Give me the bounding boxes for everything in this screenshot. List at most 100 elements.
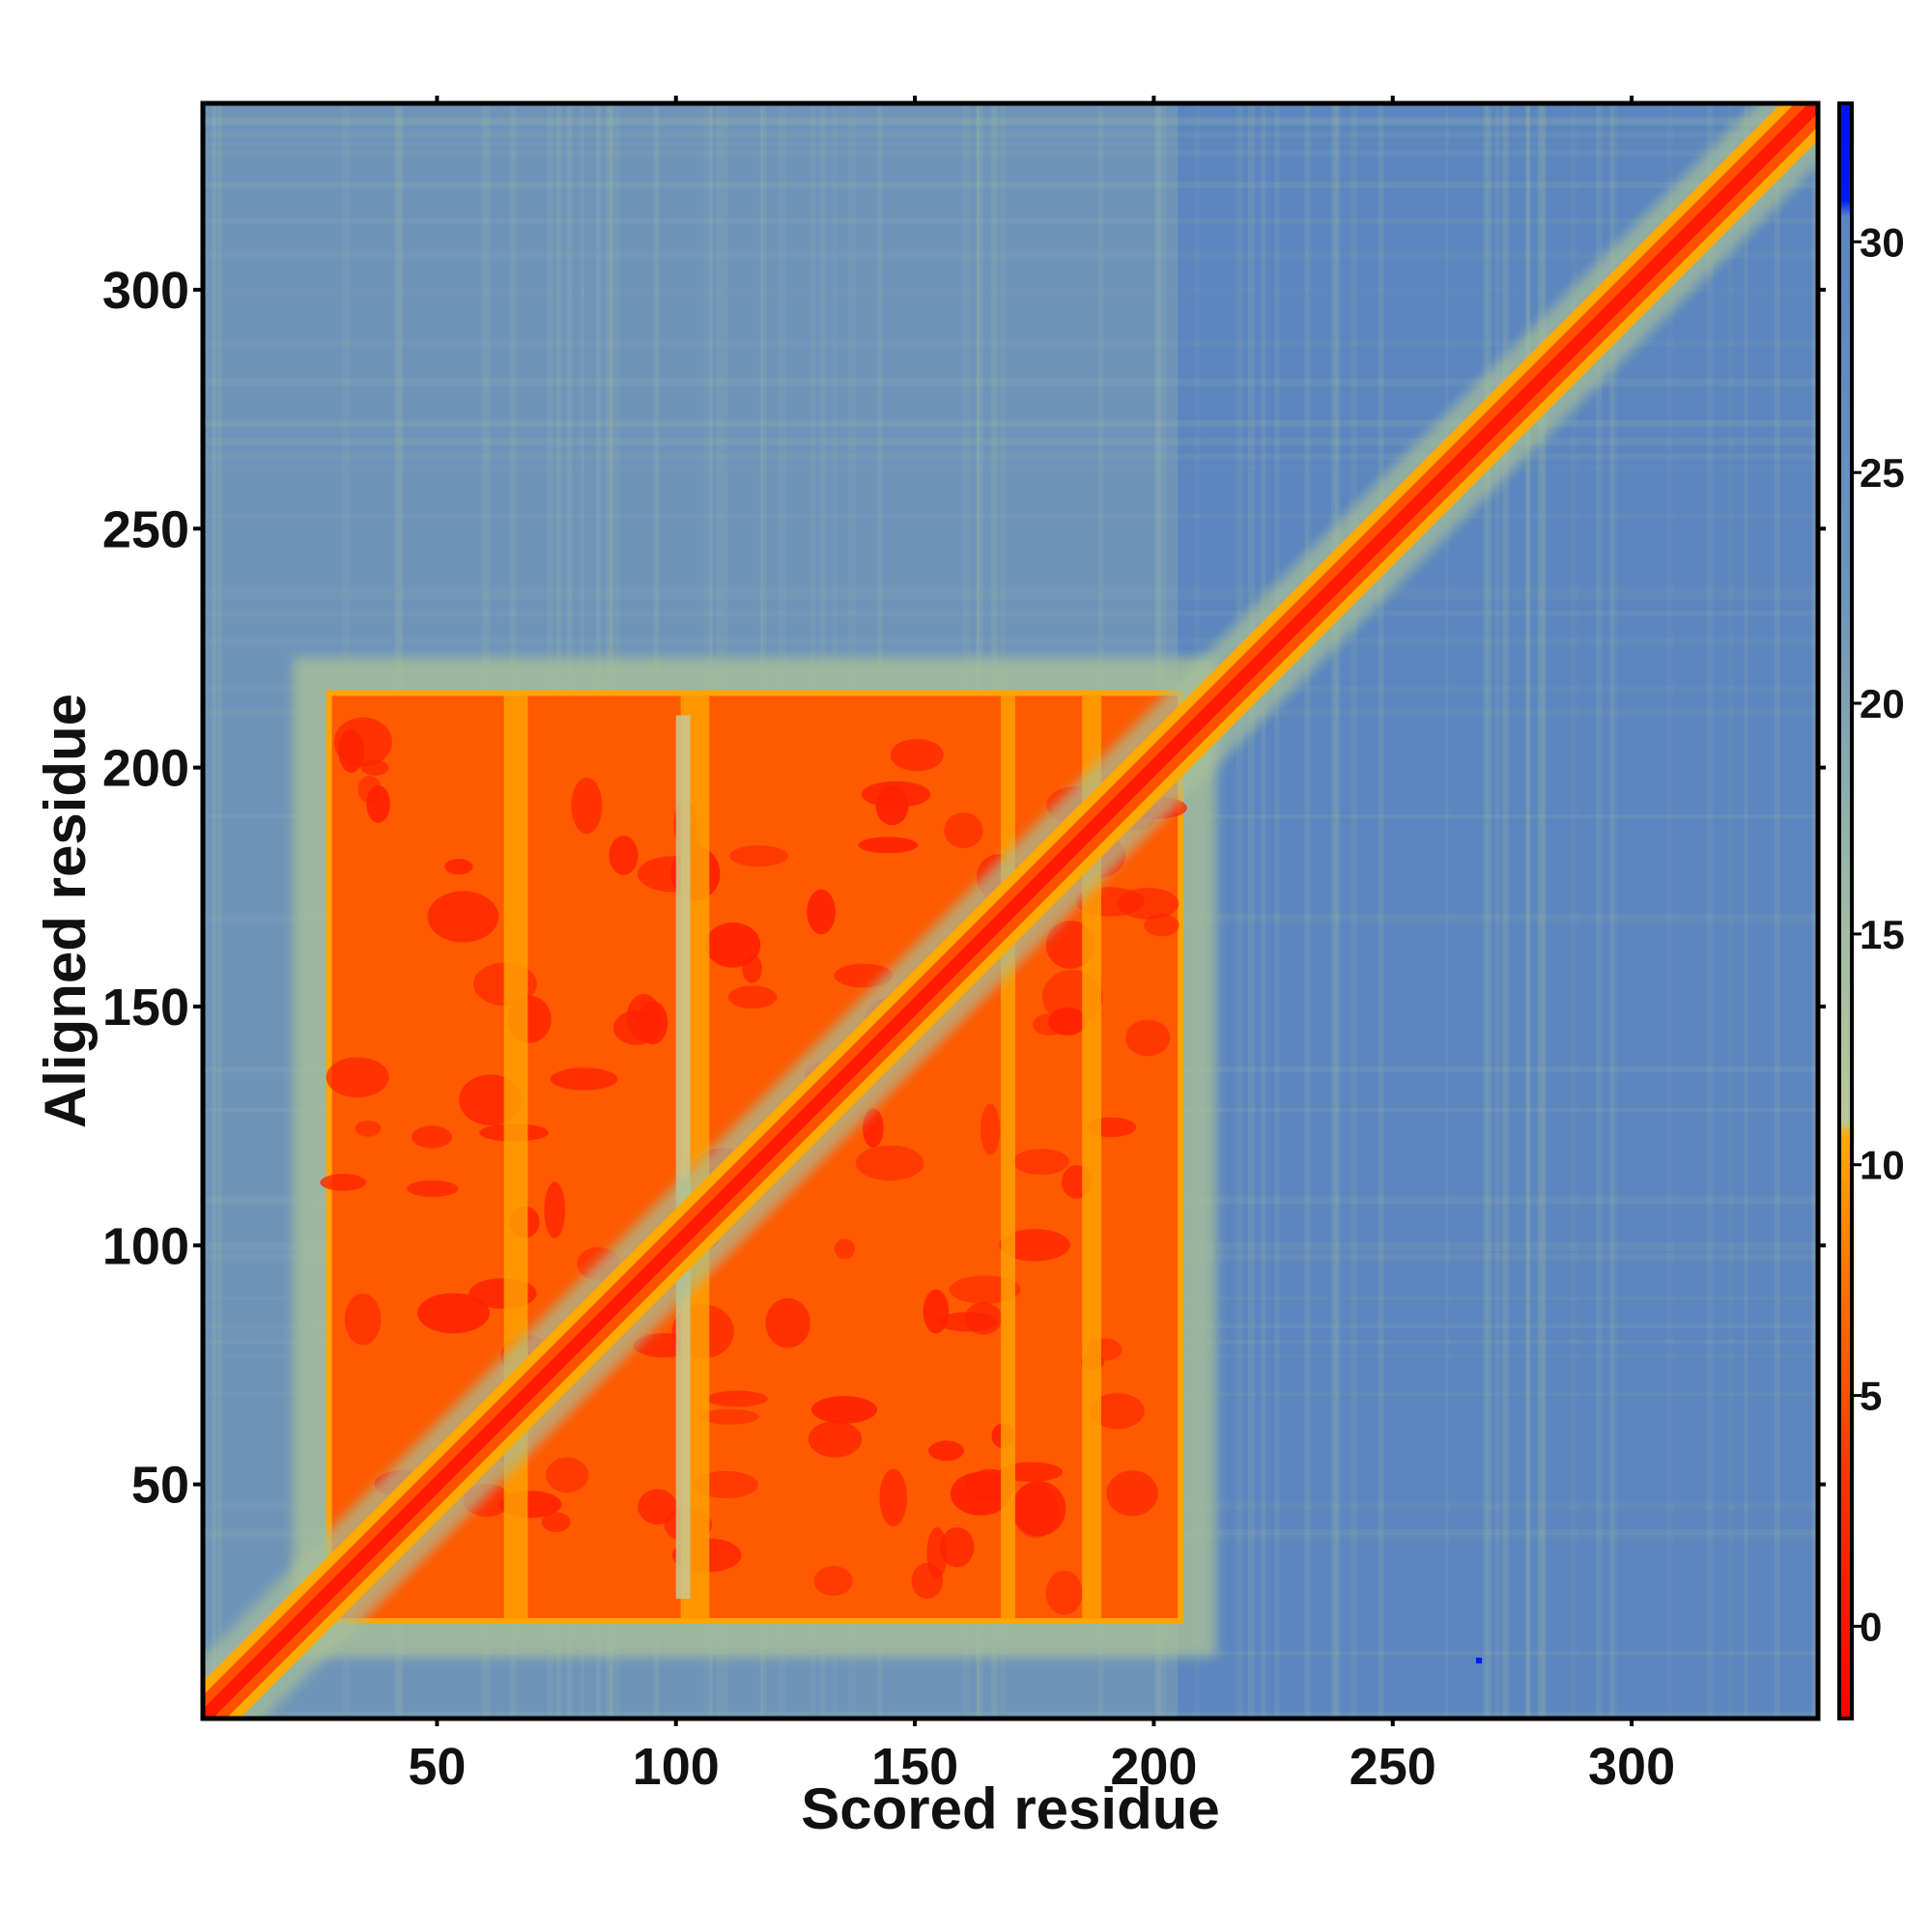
texture-stripe — [1306, 103, 1312, 1719]
texture-stripe — [216, 103, 222, 1719]
block-blob — [1090, 1393, 1145, 1430]
block-column — [1001, 696, 1015, 1619]
texture-stripe — [203, 117, 1818, 126]
block-blob — [964, 1302, 1003, 1335]
colorbar-tick-label: 5 — [1860, 1374, 1882, 1419]
texture-stripe — [1494, 103, 1500, 1719]
block-blob — [320, 1174, 366, 1191]
block-blob — [834, 963, 894, 988]
texture-stripe — [1811, 103, 1818, 1719]
block-blob — [808, 1420, 863, 1458]
block-blob — [1144, 914, 1179, 937]
texture-stripe — [1774, 103, 1780, 1719]
x-tick-label: 150 — [871, 1738, 958, 1796]
block-blob — [858, 837, 919, 854]
block-blob — [834, 1238, 856, 1260]
colorbar: 0 5 10 15 20 25 30 — [1837, 101, 1905, 1720]
texture-stripe — [203, 466, 1818, 471]
texture-stripe — [203, 250, 1818, 259]
texture-stripe — [1485, 103, 1490, 1719]
texture-stripe — [1350, 103, 1357, 1719]
texture-stripe — [1526, 103, 1531, 1719]
x-axis-title: Scored residue — [801, 1776, 1220, 1841]
block-blob — [855, 1145, 924, 1181]
texture-stripe — [1539, 103, 1548, 1719]
x-tick-label: 200 — [1110, 1738, 1197, 1796]
block-blob — [571, 777, 603, 835]
texture-stripe — [1274, 103, 1280, 1719]
texture-stripe — [1261, 103, 1266, 1719]
colorbar-tick-label: 25 — [1860, 450, 1905, 496]
block-blob — [875, 785, 909, 826]
block-blob — [609, 835, 639, 875]
block-blob — [911, 1562, 944, 1600]
y-tick-label: 300 — [102, 262, 189, 320]
outlier-dot — [1476, 1658, 1482, 1663]
block-blob — [544, 1181, 566, 1238]
texture-stripe — [1334, 103, 1341, 1719]
block-blob — [444, 858, 473, 875]
diagonal-core — [203, 103, 1818, 1719]
block-blob — [742, 954, 762, 983]
block-blob — [427, 891, 499, 943]
texture-stripe — [1236, 103, 1243, 1719]
texture-stripe — [203, 611, 1818, 617]
colorbar-frame — [1837, 101, 1854, 1720]
block-blob — [355, 1120, 382, 1137]
texture-stripe — [203, 515, 1818, 519]
texture-stripe — [203, 182, 1818, 188]
texture-stripe — [212, 103, 216, 1719]
block-blob — [357, 776, 382, 804]
block-blob — [950, 1471, 1011, 1516]
texture-stripe — [1727, 103, 1734, 1719]
texture-stripe — [203, 340, 1818, 347]
texture-stripe — [203, 592, 1818, 600]
texture-stripe — [203, 1711, 1818, 1716]
block-blob — [1045, 1571, 1083, 1615]
y-tick-label: 250 — [102, 500, 189, 558]
block-blob — [862, 1108, 884, 1149]
texture-stripe — [203, 637, 1818, 646]
x-tick-label: 300 — [1588, 1738, 1675, 1796]
block-blob — [999, 1462, 1064, 1483]
block-blob — [999, 1229, 1070, 1262]
block-column — [503, 696, 528, 1619]
block-blob — [928, 1440, 964, 1462]
texture-stripe — [203, 453, 1818, 461]
block-blob — [879, 1468, 907, 1527]
y-axis-ticks: 50 100 150 200 250 300 — [102, 262, 1826, 1515]
colorbar-tick-label: 30 — [1860, 219, 1905, 265]
block-blob — [333, 717, 392, 767]
texture-stripe — [1666, 103, 1673, 1719]
texture-stripe — [212, 103, 217, 1719]
block-column — [1082, 696, 1101, 1619]
texture-stripe — [203, 378, 1818, 386]
texture-stripe — [1502, 103, 1508, 1719]
texture-stripe — [203, 585, 1818, 593]
colorbar-tick-label: 0 — [1860, 1604, 1882, 1649]
texture-stripe — [1608, 103, 1615, 1719]
colorbar-gradient — [1839, 103, 1852, 1719]
block-gap — [675, 715, 691, 1600]
block-blob — [638, 1489, 678, 1525]
y-axis-title: Aligned residue — [33, 694, 98, 1128]
block-blob — [727, 985, 778, 1009]
x-tick-label: 50 — [408, 1738, 466, 1796]
block-blob — [765, 1297, 810, 1349]
texture-stripe — [1525, 103, 1531, 1719]
diagonal-band — [203, 103, 1818, 1719]
block-blob — [890, 738, 944, 772]
block-blob — [693, 1470, 758, 1498]
block-blob — [1012, 1149, 1069, 1176]
texture-stripe — [203, 217, 1818, 224]
block-blob — [417, 1293, 490, 1334]
block-blob — [729, 845, 788, 867]
texture-stripe — [203, 288, 1818, 294]
plot-frame — [200, 100, 1821, 1721]
x-tick-label: 100 — [633, 1738, 720, 1796]
texture-stripe — [1525, 103, 1531, 1719]
block-blob — [638, 1001, 668, 1045]
block-blob — [704, 922, 761, 968]
block-blob — [326, 1057, 389, 1097]
